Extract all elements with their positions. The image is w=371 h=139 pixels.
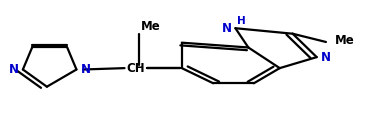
Text: Me: Me bbox=[141, 20, 161, 33]
Text: N: N bbox=[9, 63, 19, 76]
Text: CH: CH bbox=[126, 62, 145, 75]
Text: H: H bbox=[237, 16, 246, 26]
Text: Me: Me bbox=[335, 34, 355, 47]
Text: N: N bbox=[81, 63, 91, 76]
Text: N: N bbox=[222, 22, 232, 35]
Text: N: N bbox=[321, 51, 331, 64]
